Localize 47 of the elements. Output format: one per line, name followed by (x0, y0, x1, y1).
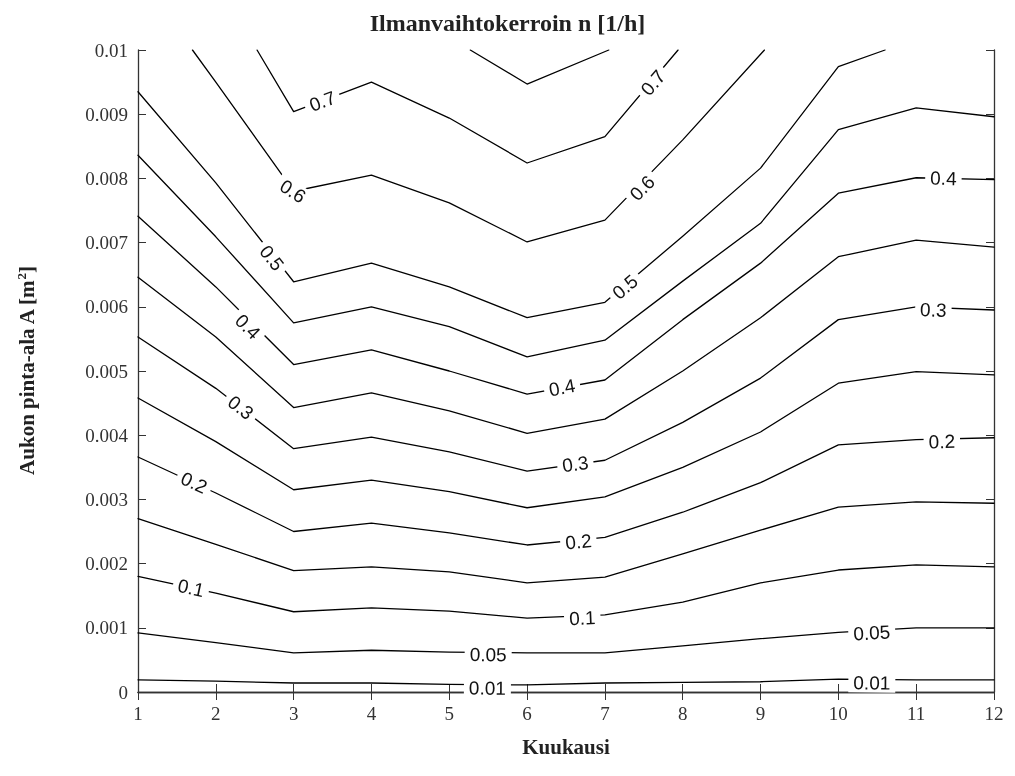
annotation: 0.05 (469, 644, 507, 666)
annotation: 0.1 (568, 607, 596, 630)
annotation: 0.4 (547, 374, 578, 401)
y-tick-label: 0.004 (85, 424, 129, 446)
annotation: 0.7 (306, 86, 339, 116)
annotation: 0.3 (919, 298, 947, 322)
x-tick-label: 5 (444, 703, 455, 724)
x-tick-label: 2 (211, 703, 221, 724)
annotation: 0.3 (560, 451, 590, 477)
annotation: 0.3 (223, 391, 258, 424)
annotation: 0.4 (929, 167, 958, 190)
x-tick-label: 6 (522, 703, 532, 724)
chart-title: Ilmanvaihtokerroin n [1/h] (369, 10, 646, 36)
x-axis-title: Kuukausi (522, 734, 610, 759)
y-tick-label: 0.008 (85, 167, 128, 189)
annotation: 0.5 (608, 270, 643, 304)
y-tick-label: 0.006 (85, 296, 128, 318)
y-tick-label: 0.009 (85, 103, 128, 125)
annotation: 0.7 (636, 65, 670, 100)
x-tick-label: 4 (366, 703, 377, 724)
y-tick-label: 0.003 (85, 488, 128, 510)
annotation: 0.01 (468, 677, 506, 699)
annotation: 0.01 (853, 672, 891, 694)
annotation: 0.5 (255, 241, 289, 275)
y-axis-title: Aukon pinta-ala A [m2] (14, 265, 39, 475)
x-tick-label: 1 (133, 703, 143, 724)
x-tick-label: 10 (828, 703, 848, 724)
x-tick-label: 7 (600, 703, 610, 724)
y-tick-label: 0 (118, 681, 128, 703)
y-tick-label: 0.01 (94, 39, 128, 61)
x-tick-label: 12 (984, 703, 1004, 724)
annotation: 0.2 (177, 467, 211, 498)
x-tick-label: 11 (907, 703, 926, 724)
x-tick-label: 8 (677, 703, 688, 724)
annotation: 0.1 (175, 574, 207, 602)
annotation: 0.2 (564, 530, 593, 554)
y-tick-label: 0.002 (85, 553, 128, 575)
x-tick-label: 9 (755, 703, 766, 724)
annotation: 0.2 (928, 430, 956, 453)
annotation: 0.4 (230, 309, 265, 344)
y-tick-label: 0.007 (85, 232, 128, 254)
annotation: 0.6 (625, 171, 659, 205)
y-tick-label: 0.005 (85, 360, 128, 382)
y-tick-label: 0.001 (85, 617, 128, 639)
annotation: 0.6 (276, 175, 310, 208)
x-tick-label: 3 (288, 703, 299, 724)
annotation: 0.05 (852, 621, 891, 645)
